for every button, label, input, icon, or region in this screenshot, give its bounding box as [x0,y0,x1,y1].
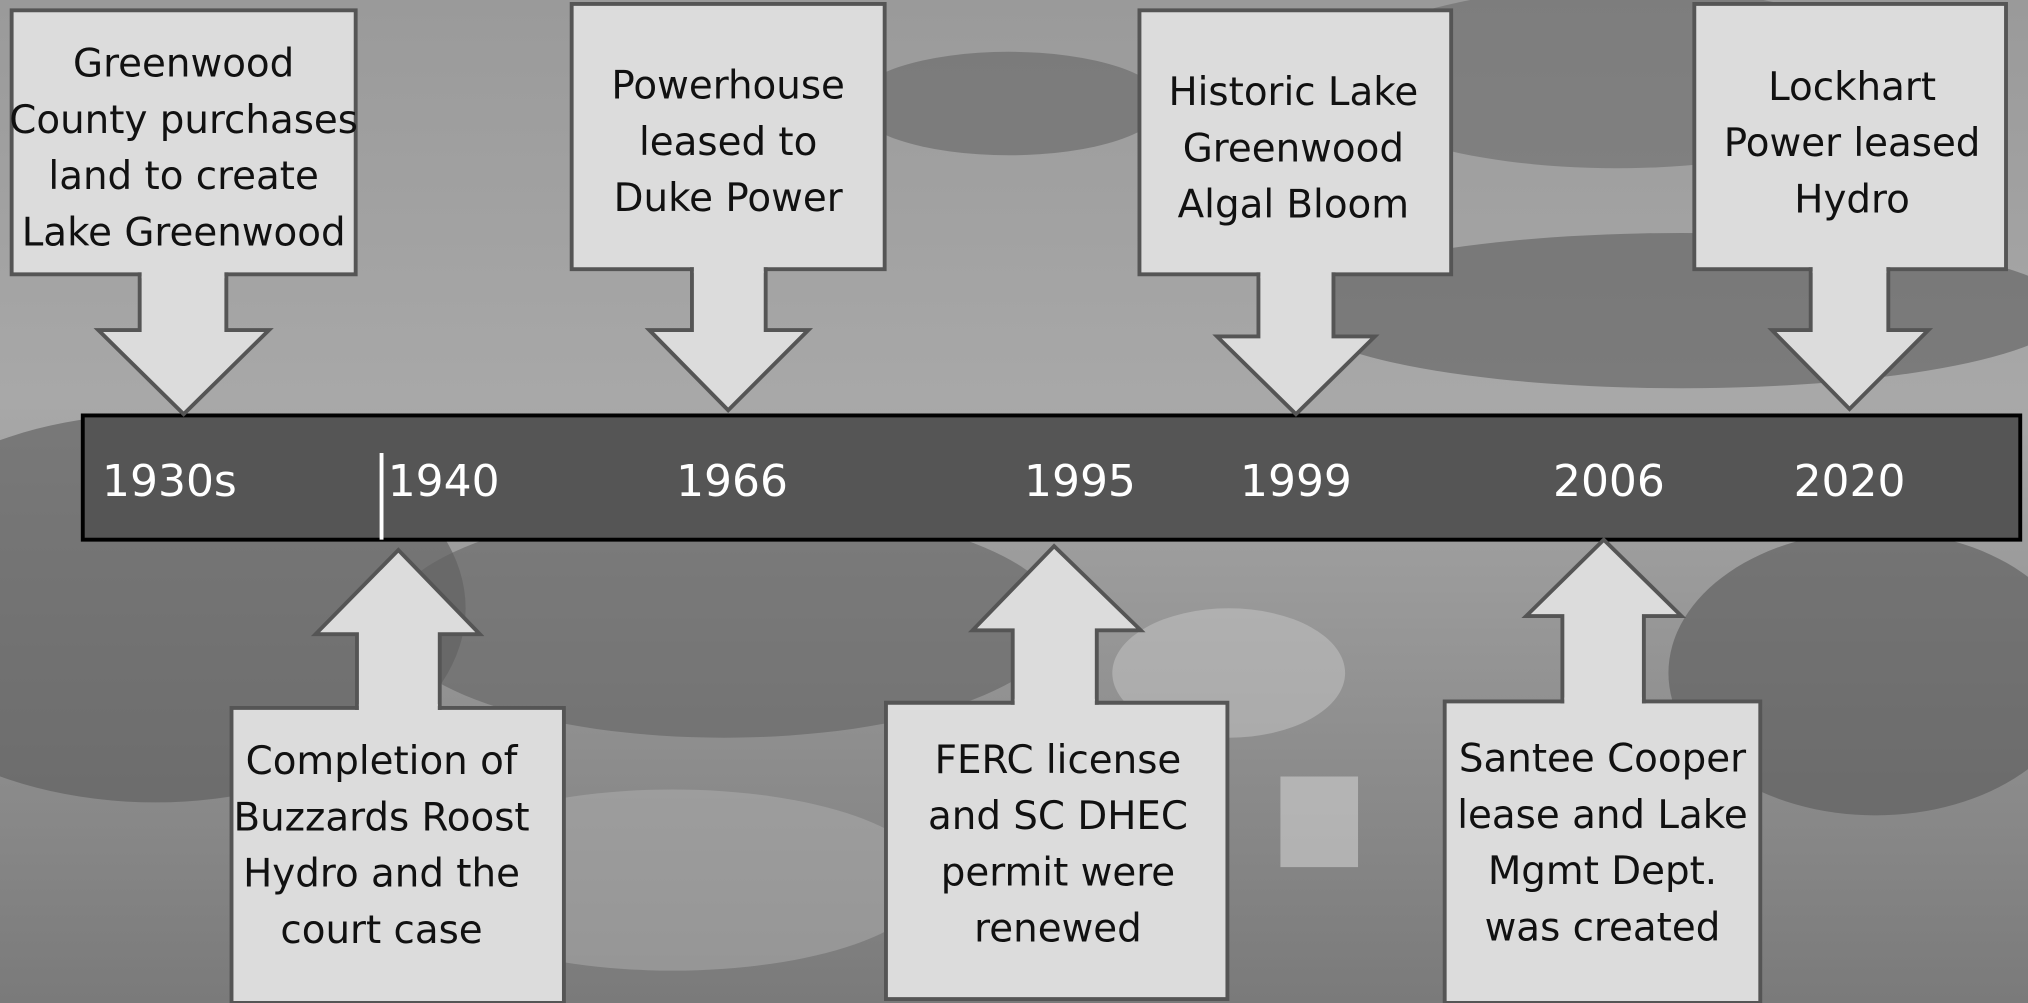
event-text: Mgmt Dept. [1488,849,1717,894]
event-text: FERC license [935,738,1182,783]
event-text: Power leased [1724,121,1981,166]
year-label: 2020 [1794,456,1906,507]
event-text: land to create [48,154,318,199]
event-text: permit were [941,850,1175,895]
event-text: Santee Cooper [1459,736,1746,781]
callout-joint [1813,267,1887,273]
callout-joint [1015,699,1095,705]
event-text: Hydro and the [243,852,520,897]
event-text: Lockhart [1768,65,1936,110]
event-text: Duke Power [614,176,843,221]
callout-joint [1260,272,1331,278]
event-text: renewed [974,907,1142,952]
event-text: Historic Lake [1168,70,1418,115]
year-label: 2006 [1553,456,1665,507]
year-label: 1966 [676,456,788,507]
callout-joint [359,704,438,710]
event-text: and SC DHEC [928,794,1188,839]
event-text: lease and Lake [1457,793,1747,838]
event-text: Hydro [1794,177,1910,222]
event-text: County purchases [9,98,358,143]
year-label: 1930s [102,456,237,507]
event-text: Powerhouse [611,63,845,108]
timeline-diagram: Greenwood County purchases land to create L… [0,0,2028,1003]
callout-joint [694,267,764,273]
event-text: Algal Bloom [1178,183,1409,228]
year-label: 1999 [1240,456,1352,507]
event-text: Lake Greenwood [22,210,346,255]
callout-joint [142,272,225,278]
event-text: court case [280,908,482,953]
event-text: was created [1485,905,1721,950]
callout-joint [1564,698,1642,704]
event-text: leased to [639,120,817,165]
year-label: 1995 [1024,456,1136,507]
event-text: Completion of [246,739,519,784]
event-text: Greenwood [1183,126,1404,171]
year-label: 1940 [388,456,500,507]
event-text: Greenwood [73,41,294,86]
event-text: Buzzards Roost [233,795,529,840]
